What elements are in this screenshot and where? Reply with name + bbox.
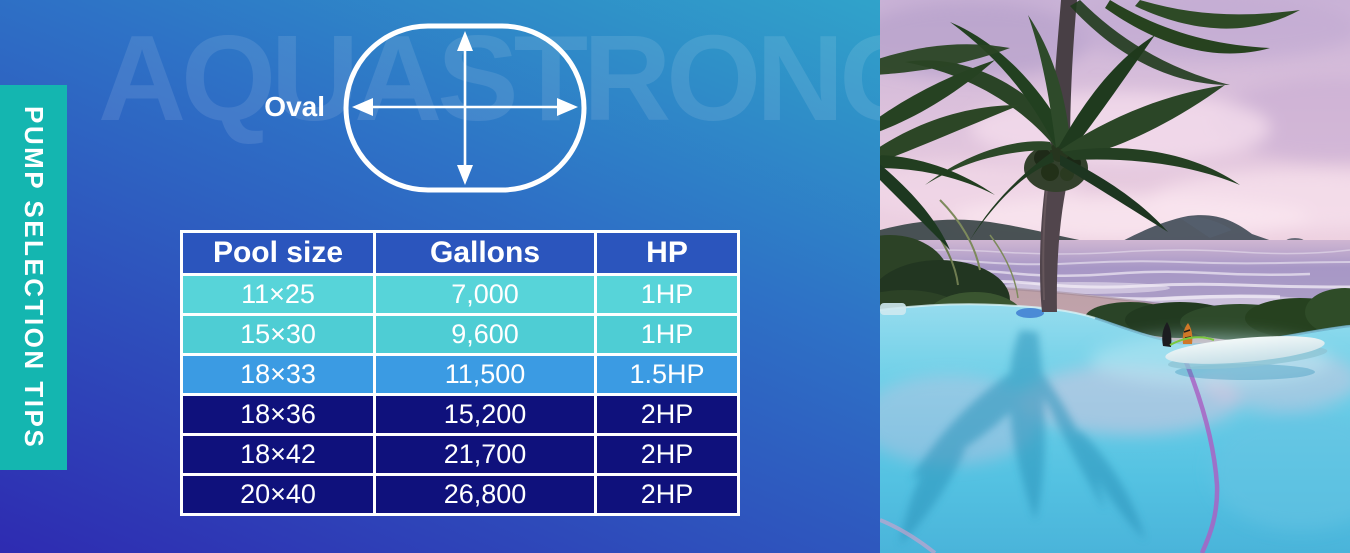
pump-selection-banner: PUMP SELECTION TIPS (0, 85, 67, 470)
oval-outline (343, 23, 587, 193)
pool-size-header: Pool size (183, 233, 373, 273)
hp-cell: 1HP (597, 276, 737, 313)
pool-reflections (880, 335, 1350, 530)
table-row: 18×36 15,200 2HP (183, 396, 737, 433)
pool-size-cell: 20×40 (183, 476, 373, 513)
pool-tile-line (1179, 351, 1220, 553)
surfboard (1162, 322, 1328, 380)
table-row: 11×25 7,000 1HP (183, 276, 737, 313)
hp-header: HP (597, 233, 737, 273)
table-header-row: Pool size Gallons HP (183, 233, 737, 273)
coconuts (1024, 142, 1088, 192)
pool-size-cell: 18×36 (183, 396, 373, 433)
table-row: 20×40 26,800 2HP (183, 476, 737, 513)
gallons-cell: 7,000 (376, 276, 594, 313)
pool-size-cell: 11×25 (183, 276, 373, 313)
gallons-cell: 26,800 (376, 476, 594, 513)
hp-cell: 1HP (597, 316, 737, 353)
palm-reflection (900, 330, 1145, 545)
hp-cell: 2HP (597, 436, 737, 473)
oval-shape-label: Oval (264, 91, 325, 122)
gallons-cell: 15,200 (376, 396, 594, 433)
palm-trunk (1040, 165, 1070, 312)
hp-cell: 2HP (597, 476, 737, 513)
hp-cell: 2HP (597, 396, 737, 433)
banner-label: PUMP SELECTION TIPS (19, 105, 49, 450)
surf-leash (1169, 336, 1215, 346)
gallons-cell: 21,700 (376, 436, 594, 473)
pool-size-cell: 18×42 (183, 436, 373, 473)
table-row: 18×33 11,500 1.5HP (183, 356, 737, 393)
pool-size-cell: 18×33 (183, 356, 373, 393)
palm-fronds (905, 15, 1240, 240)
length-arrow (457, 31, 473, 185)
left-palm-fronds (880, 44, 1020, 250)
table-row: 18×42 21,700 2HP (183, 436, 737, 473)
gallons-cell: 11,500 (376, 356, 594, 393)
pool-size-cell: 15×30 (183, 316, 373, 353)
palm-tree (880, 0, 1300, 312)
gallons-cell: 9,600 (376, 316, 594, 353)
brand-watermark: AQUASTRONGTM (98, 8, 958, 148)
table-row: 15×30 9,600 1HP (183, 316, 737, 353)
canopy-top-fronds (1070, 0, 1300, 85)
brand-watermark-text: AQUASTRONG (98, 10, 934, 146)
oval-pool-diagram (343, 23, 587, 193)
surfboard-fin-black (1162, 322, 1172, 347)
gallons-header: Gallons (376, 233, 594, 273)
pump-selection-table: Pool size Gallons HP 11×25 7,000 1HP 15×… (180, 230, 740, 516)
beach-pool-photo (880, 0, 1350, 553)
hp-cell: 1.5HP (597, 356, 737, 393)
